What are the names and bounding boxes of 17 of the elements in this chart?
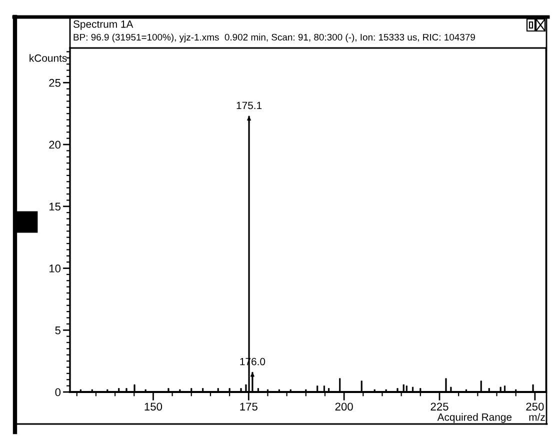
chart-subtitle: BP: 96.9 (31951=100%), yjz-1.xms 0.902 min, Scan: 91, 80:300 (-), Ion: 15333 us, RIC: 104379 xyxy=(74,34,475,42)
y-tick-label: 5 xyxy=(55,326,61,334)
y-tick-label: 0 xyxy=(55,388,61,396)
y-tick-label: 10 xyxy=(49,264,61,272)
x-tick-label: 175 xyxy=(240,402,258,411)
chart-title: Spectrum 1A xyxy=(73,20,134,30)
annotation: 175.1 xyxy=(236,102,262,110)
x-tick-label: 250 xyxy=(526,402,544,411)
x-axis-title: m/z xyxy=(529,413,545,421)
y-tick-label: 20 xyxy=(49,140,61,149)
text: Acquired Range xyxy=(437,413,512,423)
x-tick-label: 225 xyxy=(430,402,448,411)
y-axis-title: kCounts xyxy=(30,54,67,62)
y-tick-label: 15 xyxy=(49,202,61,211)
y-tick-label: 25 xyxy=(49,78,61,87)
x-tick-label: 200 xyxy=(335,402,353,411)
x-tick-label: 150 xyxy=(144,402,162,411)
